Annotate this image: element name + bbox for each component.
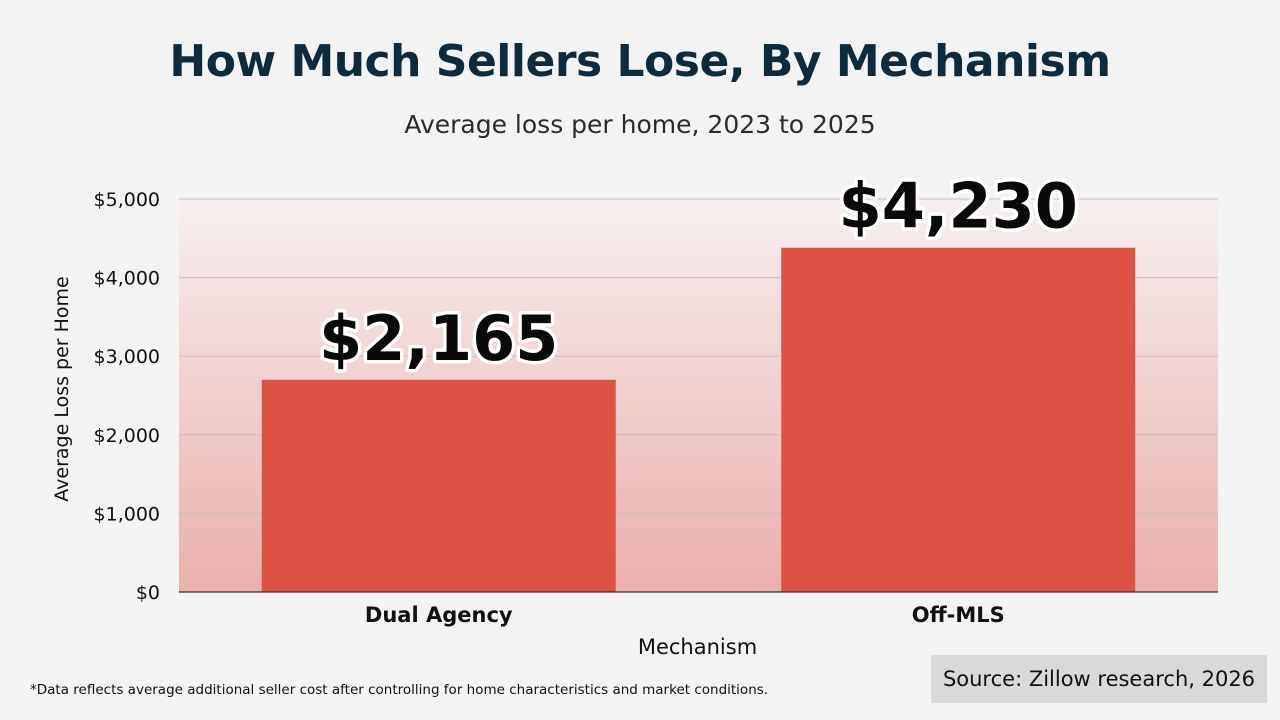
- y-tick-label: $4,000: [94, 268, 160, 290]
- bar: [261, 379, 616, 592]
- source-text: Source: Zillow research, 2026: [942, 667, 1256, 691]
- data-label: $4,230: [839, 170, 1078, 243]
- y-tick-label: $5,000: [94, 189, 160, 211]
- x-axis-label: Mechanism: [637, 635, 758, 659]
- y-tick-label: $3,000: [94, 346, 160, 368]
- x-tick-label: Dual Agency: [365, 603, 513, 627]
- y-axis-label: Average Loss per Home: [51, 276, 73, 502]
- data-label: $2,165: [319, 302, 558, 375]
- y-tick-label: $1,000: [94, 503, 160, 525]
- bar: [781, 247, 1136, 592]
- x-tick-label: Off-MLS: [912, 603, 1005, 627]
- source-box: Source: Zillow research, 2026: [931, 655, 1267, 703]
- y-tick-label: $0: [136, 582, 160, 604]
- chart-title: How Much Sellers Lose, By Mechanism: [169, 36, 1111, 87]
- footnote: *Data reflects average additional seller…: [30, 682, 769, 698]
- chart-subtitle: Average loss per home, 2023 to 2025: [404, 110, 876, 139]
- y-tick-label: $2,000: [94, 425, 160, 447]
